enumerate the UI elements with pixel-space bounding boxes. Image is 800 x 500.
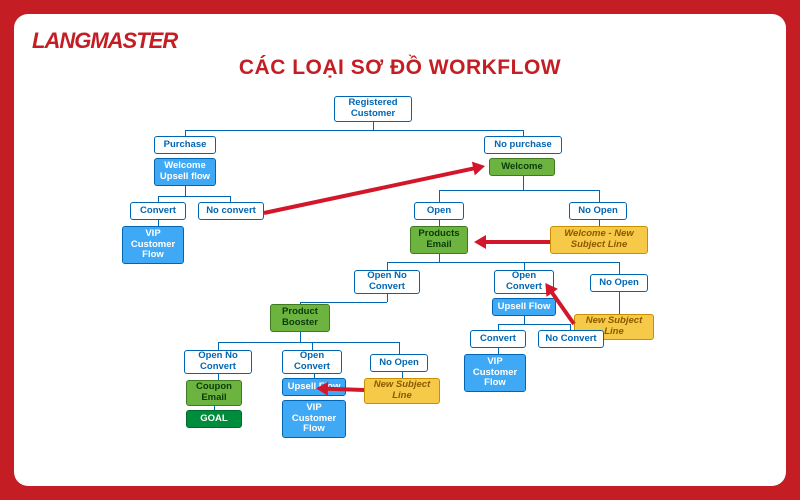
flow-node-noopen1: No Open: [569, 202, 627, 220]
flow-node-goal: GOAL: [186, 410, 242, 428]
connector-line: [387, 262, 619, 263]
connector-line: [312, 342, 313, 350]
flow-node-welNSL: Welcome - New Subject Line: [550, 226, 648, 254]
connector-line: [619, 262, 620, 274]
flow-node-convert: Convert: [130, 202, 186, 220]
flow-node-noopen2: No Open: [590, 274, 648, 292]
connector-line: [523, 176, 524, 190]
flow-node-newSL3: New Subject Line: [364, 378, 440, 404]
flow-node-openNC1: Open No Convert: [354, 270, 420, 294]
flow-node-noconvert2: No Convert: [538, 330, 604, 348]
flow-node-vip1: VIP Customer Flow: [122, 226, 184, 264]
connector-line: [387, 294, 388, 302]
flow-node-noopen3: No Open: [370, 354, 428, 372]
flow-node-root: Registered Customer: [334, 96, 412, 122]
connector-line: [218, 342, 399, 343]
flow-node-open1: Open: [414, 202, 464, 220]
connector-line: [399, 342, 400, 354]
connector-line: [300, 302, 387, 303]
flow-node-vip2: VIP Customer Flow: [464, 354, 526, 392]
flow-node-welcome: Welcome: [489, 158, 555, 176]
connector-line: [599, 190, 600, 202]
connector-line: [439, 190, 599, 191]
connector-line: [158, 196, 230, 197]
brand-logo: LANGMASTER: [32, 28, 177, 54]
flow-node-coupon: Coupon Email: [186, 380, 242, 406]
emphasis-arrow: [482, 240, 550, 244]
connector-line: [619, 292, 620, 314]
flow-node-pbooster: Product Booster: [270, 304, 330, 332]
flow-node-noconvert: No convert: [198, 202, 264, 220]
flow-node-nopurchase: No purchase: [484, 136, 562, 154]
flow-node-openC2: Open Convert: [282, 350, 342, 374]
connector-line: [524, 316, 525, 324]
connector-line: [524, 262, 525, 270]
flowchart-stage: Registered Customer Purchase No purchase We…: [14, 92, 786, 486]
connector-line: [439, 190, 440, 202]
flow-node-purchase: Purchase: [154, 136, 216, 154]
flow-node-prodEmail: Products Email: [410, 226, 468, 254]
flow-node-convert2: Convert: [470, 330, 526, 348]
flow-node-vip3: VIP Customer Flow: [282, 400, 346, 438]
connector-line: [387, 262, 388, 270]
connector-line: [373, 122, 374, 130]
page-title: CÁC LOẠI SƠ ĐỒ WORKFLOW: [14, 56, 786, 80]
connector-line: [185, 186, 186, 196]
flow-node-upsell1: Upsell Flow: [492, 298, 556, 316]
content-card: LANGMASTER CÁC LOẠI SƠ ĐỒ WORKFLOW Regis…: [14, 14, 786, 486]
flow-node-openNC2: Open No Convert: [184, 350, 252, 374]
connector-line: [439, 254, 440, 262]
connector-line: [218, 342, 219, 350]
flow-node-welUpsell: Welcome Upsell flow: [154, 158, 216, 186]
connector-line: [185, 130, 523, 131]
connector-line: [498, 324, 570, 325]
connector-line: [300, 332, 301, 342]
